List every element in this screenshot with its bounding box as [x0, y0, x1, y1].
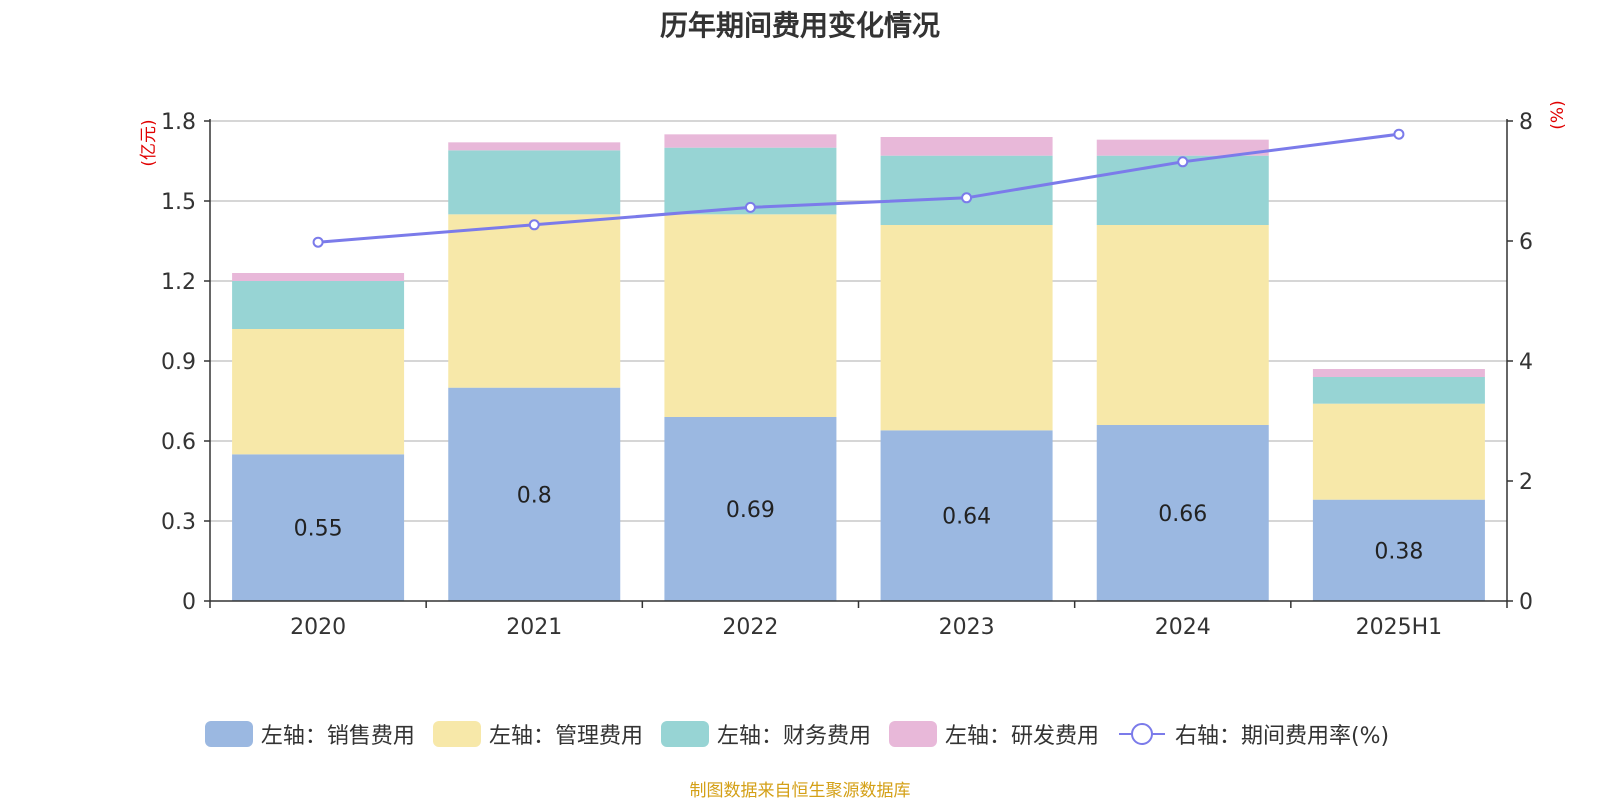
legend-swatch	[660, 721, 709, 747]
bar-segment-3	[880, 155, 1053, 225]
bar-segment-3	[232, 281, 405, 329]
x-tick-label: 2020	[290, 615, 346, 640]
legend: 左轴：销售费用 左轴：管理费用 左轴：财务费用 左轴：研发费用 右轴：期间费用率(%)	[0, 718, 1600, 750]
rate-point	[1177, 156, 1189, 168]
right-tick-label: 0	[1519, 590, 1533, 615]
bar-segment-3	[1312, 377, 1485, 404]
rate-point	[961, 192, 973, 204]
bar-segment-2	[1096, 225, 1269, 425]
bar-segment-2	[448, 214, 621, 388]
bar-segment-1	[664, 417, 837, 601]
bar-segment-1	[880, 430, 1053, 601]
legend-swatch	[204, 721, 253, 747]
rate-line	[312, 128, 1405, 248]
rate-point	[528, 219, 540, 231]
legend-line-marker	[1118, 723, 1165, 745]
bar-segment-2	[880, 225, 1053, 431]
bar-segment-4	[232, 273, 405, 281]
rate-point	[744, 201, 756, 213]
right-tick-label: 4	[1519, 350, 1533, 375]
left-tick-label: 0	[182, 590, 196, 615]
legend-label: 左轴：研发费用	[944, 724, 1099, 749]
right-tick-label: 2	[1519, 470, 1533, 495]
bar-data-label: 0.55	[294, 517, 343, 542]
bar-segment-4	[664, 134, 837, 148]
rate-line-path	[317, 132, 1400, 244]
legend-item[interactable]: 左轴：研发费用	[888, 718, 1099, 750]
bar-segment-2	[664, 214, 837, 417]
axes: 0 0.3 0.6 0.9 1.2 1.5 1.8 0 2 4 6 8 2020 2021 2022 2023…	[161, 110, 1533, 640]
legend-label: 右轴：期间费用率(%)	[1174, 724, 1390, 749]
right-axis-unit: (%)	[1548, 100, 1568, 129]
bar-data-label: 0.64	[942, 505, 991, 530]
x-tick-label: 2023	[939, 615, 995, 640]
left-tick-label: 0.6	[161, 430, 196, 455]
legend-label: 左轴：管理费用	[488, 724, 643, 749]
x-tick-label: 2021	[506, 615, 562, 640]
legend-item[interactable]: 左轴：管理费用	[432, 718, 643, 750]
bar-data-label: 0.38	[1374, 539, 1423, 564]
left-tick-label: 0.3	[161, 510, 196, 535]
bar-segment-4	[1312, 369, 1485, 377]
rate-point	[1393, 128, 1405, 140]
data-labels: 0.55 0.8 0.69 0.64 0.66 0.38	[294, 483, 1424, 564]
bar-segment-2	[1312, 403, 1485, 500]
legend-swatch	[432, 721, 481, 747]
source-note: 制图数据来自恒生聚源数据库	[689, 781, 911, 801]
bar-segment-3	[448, 150, 621, 215]
bar-segment-1	[1312, 499, 1485, 601]
bar-segment-2	[232, 329, 405, 455]
x-tick-label: 2024	[1155, 615, 1211, 640]
right-tick-label: 8	[1519, 110, 1533, 135]
bar-data-label: 0.8	[517, 483, 552, 508]
chart-title: 历年期间费用变化情况	[659, 9, 940, 42]
bar-data-label: 0.66	[1158, 502, 1207, 527]
bars	[232, 134, 1485, 601]
bar-segment-1	[448, 387, 621, 601]
legend-label: 左轴：销售费用	[260, 724, 415, 749]
bar-segment-4	[1096, 139, 1269, 156]
left-tick-label: 1.2	[161, 270, 196, 295]
left-tick-label: 1.5	[161, 190, 196, 215]
bar-segment-4	[880, 137, 1053, 156]
rate-point	[312, 236, 324, 248]
legend-label: 左轴：财务费用	[716, 724, 871, 749]
legend-item[interactable]: 右轴：期间费用率(%)	[1117, 718, 1389, 750]
legend-swatch	[888, 721, 937, 747]
grid-lines	[210, 120, 1507, 522]
bar-segment-1	[232, 454, 405, 601]
right-tick-label: 6	[1519, 230, 1533, 255]
bar-segment-1	[1096, 425, 1269, 601]
bar-segment-4	[448, 142, 621, 151]
legend-item[interactable]: 左轴：销售费用	[204, 718, 415, 750]
x-tick-label: 2022	[722, 615, 778, 640]
left-tick-label: 1.8	[161, 110, 196, 135]
x-tick-label: 2025H1	[1356, 615, 1443, 640]
left-axis-unit: (亿元)	[139, 119, 159, 166]
bar-data-label: 0.69	[726, 498, 775, 523]
legend-item[interactable]: 左轴：财务费用	[660, 718, 871, 750]
left-tick-label: 0.9	[161, 350, 196, 375]
